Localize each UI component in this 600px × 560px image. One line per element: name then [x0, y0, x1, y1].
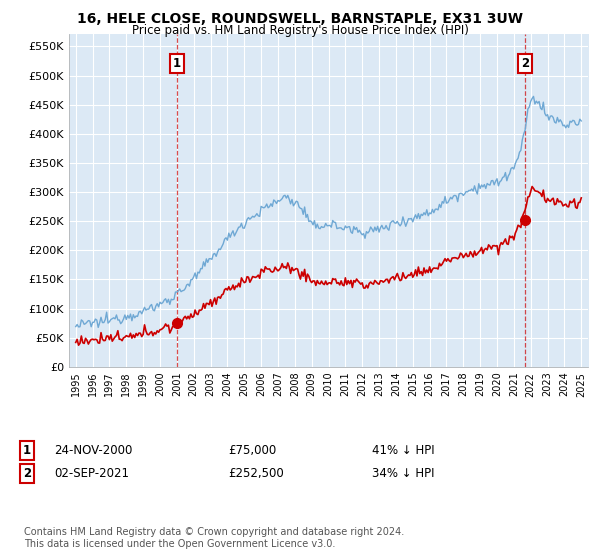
Text: Price paid vs. HM Land Registry's House Price Index (HPI): Price paid vs. HM Land Registry's House … [131, 24, 469, 36]
Text: 2: 2 [521, 57, 529, 71]
Text: 24-NOV-2000: 24-NOV-2000 [54, 444, 133, 458]
Text: 2: 2 [23, 466, 31, 480]
Text: £252,500: £252,500 [228, 466, 284, 480]
Text: 41% ↓ HPI: 41% ↓ HPI [372, 444, 434, 458]
Text: 16, HELE CLOSE, ROUNDSWELL, BARNSTAPLE, EX31 3UW: 16, HELE CLOSE, ROUNDSWELL, BARNSTAPLE, … [77, 12, 523, 26]
Text: 02-SEP-2021: 02-SEP-2021 [54, 466, 129, 480]
Text: 1: 1 [23, 444, 31, 458]
Text: Contains HM Land Registry data © Crown copyright and database right 2024.
This d: Contains HM Land Registry data © Crown c… [24, 527, 404, 549]
Text: 1: 1 [173, 57, 181, 71]
Text: 34% ↓ HPI: 34% ↓ HPI [372, 466, 434, 480]
Text: £75,000: £75,000 [228, 444, 276, 458]
